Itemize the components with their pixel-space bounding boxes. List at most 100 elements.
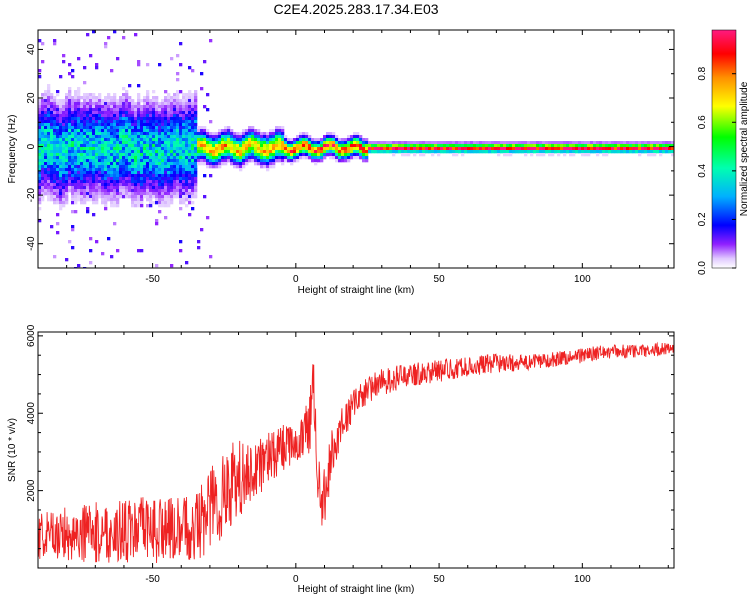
heatmap-cell: [266, 135, 270, 139]
heatmap-cell: [125, 195, 129, 199]
heatmap-cell: [146, 135, 150, 139]
heatmap-cell: [110, 144, 114, 148]
heatmap-cell: [182, 171, 186, 175]
heatmap-cell: [191, 120, 195, 124]
heatmap-cell: [272, 162, 276, 166]
heatmap-cell: [575, 144, 579, 148]
heatmap-cell: [209, 144, 213, 148]
heatmap-cell: [500, 150, 504, 154]
heatmap-cell: [131, 132, 135, 136]
heatmap-cell: [191, 207, 195, 211]
heatmap-cell: [98, 126, 102, 130]
heatmap-cell: [152, 195, 156, 199]
heatmap-cell: [86, 93, 90, 97]
heatmap-cell: [470, 147, 474, 151]
heatmap-cell: [47, 144, 51, 148]
heatmap-cell: [110, 189, 114, 193]
heatmap-cell: [137, 138, 141, 142]
heatmap-cell: [134, 156, 138, 160]
heatmap-cell: [188, 108, 192, 112]
heatmap-cell: [350, 141, 354, 145]
heatmap-cell: [329, 153, 333, 157]
heatmap-cell: [512, 150, 516, 154]
heatmap-cell: [56, 153, 60, 157]
heatmap-cell: [245, 144, 249, 148]
heatmap-cell: [134, 111, 138, 115]
heatmap-cell: [95, 189, 99, 193]
heatmap-cell: [107, 117, 111, 121]
heatmap-cell: [41, 180, 45, 184]
heatmap-cell: [68, 156, 72, 160]
heatmap-cell: [458, 144, 462, 148]
heatmap-cell: [140, 147, 144, 151]
heatmap-cell: [44, 141, 48, 145]
heatmap-cell: [44, 120, 48, 124]
heatmap-cell: [107, 171, 111, 175]
heatmap-cell: [524, 147, 528, 151]
heatmap-cell: [128, 189, 132, 193]
heatmap-cell: [107, 150, 111, 154]
heatmap-cell: [80, 198, 84, 202]
heatmap-cell: [59, 117, 63, 121]
heatmap-cell: [50, 120, 54, 124]
heatmap-cell: [137, 162, 141, 166]
heatmap-cell: [92, 192, 96, 196]
heatmap-cell: [194, 120, 198, 124]
heatmap-cell: [437, 147, 441, 151]
heatmap-cell: [86, 162, 90, 166]
heatmap-cell: [608, 150, 612, 154]
heatmap-cell: [128, 126, 132, 130]
heatmap-cell: [122, 36, 126, 40]
heatmap-cell: [377, 150, 381, 154]
heatmap-cell: [233, 153, 237, 157]
heatmap-cell: [143, 102, 147, 106]
heatmap-cell: [56, 141, 60, 145]
heatmap-cell: [188, 144, 192, 148]
heatmap-cell: [179, 144, 183, 148]
heatmap-cell: [89, 156, 93, 160]
heatmap-cell: [107, 105, 111, 109]
heatmap-cell: [113, 165, 117, 169]
heatmap-cell: [158, 198, 162, 202]
heatmap-cell: [98, 129, 102, 133]
heatmap-cell: [662, 144, 666, 148]
heatmap-cell: [209, 162, 213, 166]
heatmap-cell: [443, 141, 447, 145]
heatmap-cell: [47, 168, 51, 172]
heatmap-cell: [188, 117, 192, 121]
heatmap-cell: [158, 192, 162, 196]
heatmap-cell: [164, 171, 168, 175]
heatmap-cell: [251, 159, 255, 163]
heatmap-cell: [119, 153, 123, 157]
heatmap-cell: [149, 165, 153, 169]
heatmap-cell: [296, 147, 300, 151]
heatmap-cell: [74, 96, 78, 100]
heatmap-cell: [425, 141, 429, 145]
heatmap-cell: [632, 150, 636, 154]
heatmap-cell: [59, 198, 63, 202]
heatmap-cell: [77, 108, 81, 112]
heatmap-cell: [113, 105, 117, 109]
heatmap-cell: [122, 102, 126, 106]
heatmap-cell: [644, 150, 648, 154]
heatmap-cell: [596, 144, 600, 148]
heatmap-cell: [257, 162, 261, 166]
heatmap-cell: [266, 153, 270, 157]
heatmap-cell: [38, 186, 42, 190]
heatmap-cell: [251, 156, 255, 160]
heatmap-cell: [257, 141, 261, 145]
heatmap-cell: [83, 135, 87, 139]
heatmap-cell: [191, 126, 195, 130]
heatmap-cell: [332, 144, 336, 148]
heatmap-cell: [551, 144, 555, 148]
heatmap-cell: [59, 120, 63, 124]
heatmap-cell: [89, 150, 93, 154]
heatmap-cell: [146, 159, 150, 163]
heatmap-cell: [74, 189, 78, 193]
heatmap-cell: [131, 189, 135, 193]
heatmap-cell: [152, 177, 156, 181]
heatmap-cell: [50, 171, 54, 175]
heatmap-cell: [161, 129, 165, 133]
heatmap-cell: [170, 57, 174, 61]
heatmap-cell: [131, 174, 135, 178]
